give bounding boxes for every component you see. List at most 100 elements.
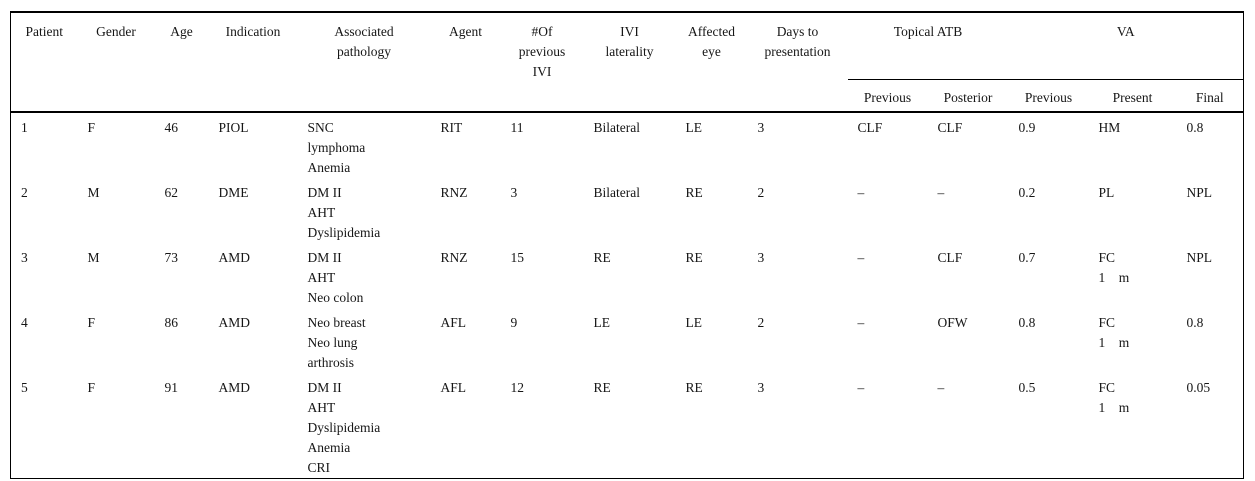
cell-atb-posterior: OFW <box>937 315 968 330</box>
col-header-indication: Indication <box>225 24 281 39</box>
cell-affected-eye: RE <box>685 185 703 200</box>
table-row-patient-2: 2 M 62 DME DM II AHT Dyslipidemia RNZ 3 … <box>11 178 1244 243</box>
cell-days-to-presentation: 3 <box>757 380 765 395</box>
col-header-days-to-presentation: Days to presentation <box>764 24 831 59</box>
cell-va-previous: 0.8 <box>1018 315 1036 330</box>
cell-associated-pathology: Neo breast Neo lung arthrosis <box>307 315 366 370</box>
col-header-associated-pathology: Associated pathology <box>334 24 394 59</box>
cell-patient: 4 <box>21 315 28 330</box>
cell-days-to-presentation: 2 <box>757 315 765 330</box>
col-header-ivi-laterality: IVI laterality <box>605 24 654 59</box>
cell-associated-pathology: DM II AHT Dyslipidemia <box>307 185 381 240</box>
col-header-agent: Agent <box>449 24 482 39</box>
col-header-previous-ivi-count: #Of previous IVI <box>518 24 566 79</box>
cell-agent: AFL <box>440 380 467 395</box>
cell-patient: 2 <box>21 185 28 200</box>
cell-va-previous: 0.7 <box>1018 250 1036 265</box>
group-header-va: VA <box>1008 12 1244 80</box>
col-header-affected-eye: Affected eye <box>688 24 735 59</box>
cell-agent: RIT <box>440 120 463 135</box>
cell-age: 73 <box>164 250 179 265</box>
cell-va-present: FC 1 m <box>1098 380 1130 415</box>
cell-associated-pathology: SNC lymphoma Anemia <box>307 120 366 175</box>
cell-affected-eye: LE <box>685 315 703 330</box>
cell-ivi-laterality: RE <box>593 250 611 265</box>
cell-va-final: 0.05 <box>1186 380 1211 395</box>
cell-gender: F <box>87 315 96 330</box>
cell-age: 46 <box>164 120 179 135</box>
cell-gender: F <box>87 380 96 395</box>
cell-va-previous: 0.5 <box>1018 380 1036 395</box>
cell-atb-posterior: – <box>937 380 945 395</box>
cell-agent: AFL <box>440 315 467 330</box>
cell-gender: M <box>87 250 100 265</box>
sub-header-atb-posterior: Posterior <box>943 89 993 105</box>
cell-gender: M <box>87 185 100 200</box>
cell-age: 91 <box>164 380 179 395</box>
patient-ivi-endophthalmitis-table: Patient Gender Age Indication Associated… <box>10 11 1244 479</box>
cell-previous-ivi-count: 3 <box>510 185 518 200</box>
cell-associated-pathology: DM II AHT Neo colon <box>307 250 364 305</box>
cell-affected-eye: LE <box>685 120 703 135</box>
cell-atb-previous: – <box>857 250 865 265</box>
cell-days-to-presentation: 3 <box>757 120 765 135</box>
cell-patient: 5 <box>21 380 28 395</box>
cell-age: 86 <box>164 315 179 330</box>
cell-atb-posterior: – <box>937 185 945 200</box>
cell-indication: AMD <box>218 250 251 265</box>
cell-previous-ivi-count: 9 <box>510 315 518 330</box>
cell-ivi-laterality: RE <box>593 380 611 395</box>
cell-va-final: 0.8 <box>1186 120 1204 135</box>
cell-atb-posterior: CLF <box>937 120 963 135</box>
cell-patient: 1 <box>21 120 28 135</box>
cell-ivi-laterality: Bilateral <box>593 120 640 135</box>
col-header-patient: Patient <box>25 24 64 39</box>
cell-affected-eye: RE <box>685 380 703 395</box>
cell-patient: 3 <box>21 250 28 265</box>
cell-agent: RNZ <box>440 185 468 200</box>
cell-atb-previous: – <box>857 315 865 330</box>
cell-atb-previous: CLF <box>857 120 883 135</box>
cell-va-previous: 0.2 <box>1018 185 1036 200</box>
sub-header-va-final: Final <box>1195 89 1224 105</box>
cell-agent: RNZ <box>440 250 468 265</box>
cell-gender: F <box>87 120 96 135</box>
cell-va-final: 0.8 <box>1186 315 1204 330</box>
table-row-patient-1: 1 F 46 PIOL SNC lymphoma Anemia RIT 11 B… <box>11 112 1244 178</box>
sub-header-va-previous: Previous <box>1024 89 1073 105</box>
cell-va-final: NPL <box>1186 185 1213 200</box>
cell-days-to-presentation: 3 <box>757 250 765 265</box>
header-row-main: Patient Gender Age Indication Associated… <box>11 12 1244 80</box>
cell-indication: DME <box>218 185 249 200</box>
header-row-sub: Previous Posterior Previous Present Fina… <box>11 79 1244 112</box>
cell-indication: AMD <box>218 380 251 395</box>
cell-va-previous: 0.9 <box>1018 120 1036 135</box>
cell-va-present: PL <box>1098 185 1115 200</box>
table-row-patient-5: 5 F 91 AMD DM II AHT Dyslipidemia Anemia… <box>11 373 1244 479</box>
cell-associated-pathology: DM II AHT Dyslipidemia Anemia CRI <box>307 380 381 475</box>
cell-atb-previous: – <box>857 185 865 200</box>
cell-va-final: NPL <box>1186 250 1213 265</box>
cell-atb-posterior: CLF <box>937 250 963 265</box>
cell-va-present: FC 1 m <box>1098 250 1130 285</box>
cell-indication: AMD <box>218 315 251 330</box>
cell-atb-previous: – <box>857 380 865 395</box>
cell-ivi-laterality: LE <box>593 315 611 330</box>
cell-indication: PIOL <box>218 120 249 135</box>
col-header-age: Age <box>170 24 193 39</box>
cell-ivi-laterality: Bilateral <box>593 185 640 200</box>
cell-va-present: HM <box>1098 120 1121 135</box>
table-row-patient-4: 4 F 86 AMD Neo breast Neo lung arthrosis… <box>11 308 1244 373</box>
group-header-topical-atb: Topical ATB <box>847 12 1009 80</box>
cell-days-to-presentation: 2 <box>757 185 765 200</box>
cell-previous-ivi-count: 12 <box>510 380 525 395</box>
sub-header-atb-previous: Previous <box>863 89 912 105</box>
cell-age: 62 <box>164 185 179 200</box>
cell-previous-ivi-count: 11 <box>510 120 524 135</box>
cell-previous-ivi-count: 15 <box>510 250 525 265</box>
table-row-patient-3: 3 M 73 AMD DM II AHT Neo colon RNZ 15 RE… <box>11 243 1244 308</box>
col-header-gender: Gender <box>96 24 136 39</box>
cell-va-present: FC 1 m <box>1098 315 1130 350</box>
sub-header-va-present: Present <box>1112 89 1153 105</box>
cell-affected-eye: RE <box>685 250 703 265</box>
